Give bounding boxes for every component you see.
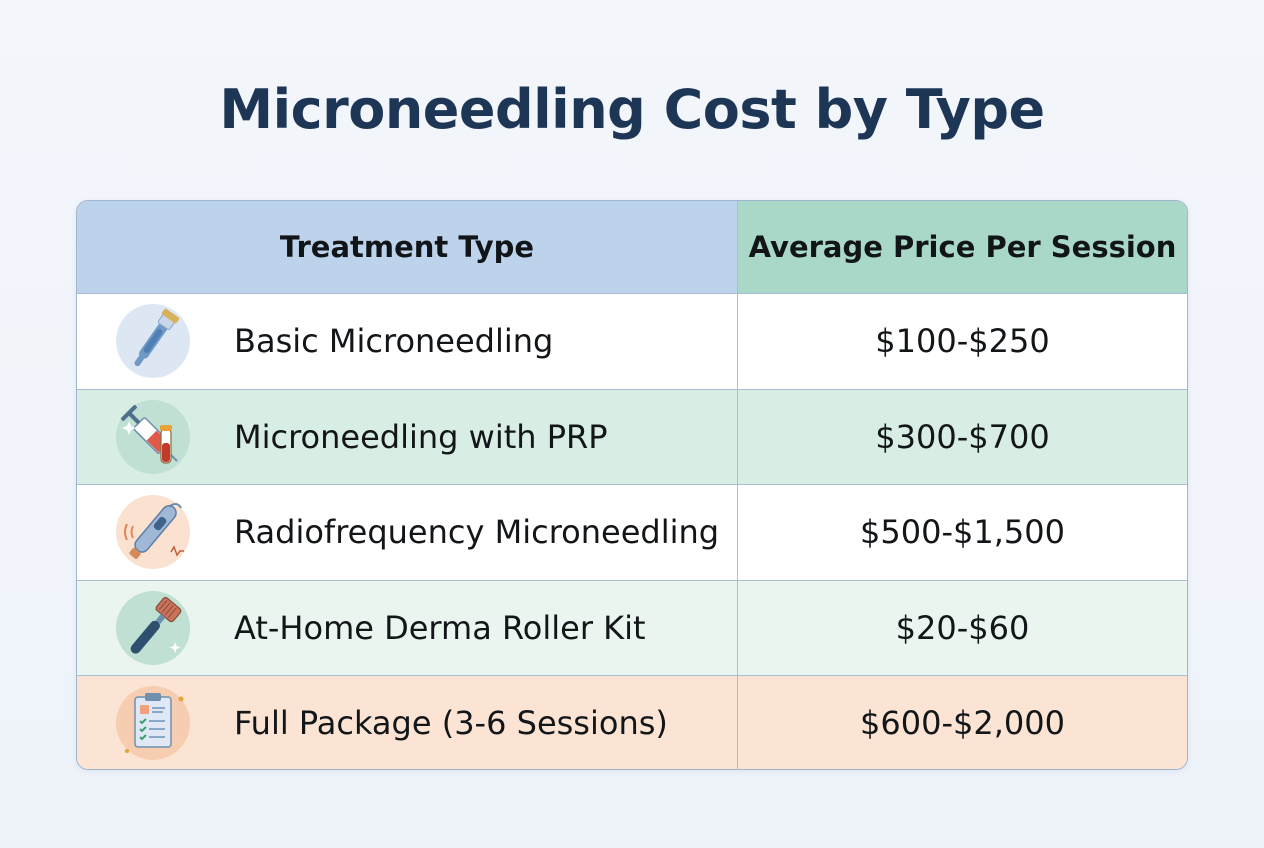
table-header-row: Treatment Type Average Price Per Session [77, 201, 1187, 293]
derma-pen-icon [115, 303, 191, 379]
treatment-type-cell: Microneedling with PRP [77, 389, 738, 484]
rf-device-icon [115, 494, 191, 570]
table-row: Radiofrequency Microneedling $500-$1,500 [77, 484, 1187, 580]
treatment-type-cell: Basic Microneedling [77, 294, 738, 389]
treatment-type-label: At-Home Derma Roller Kit [234, 608, 646, 647]
header-treatment-type: Treatment Type [77, 201, 738, 293]
cost-table: Treatment Type Average Price Per Session… [76, 200, 1188, 770]
table-row: Basic Microneedling $100-$250 [77, 293, 1187, 389]
treatment-type-label: Basic Microneedling [234, 322, 554, 361]
header-average-price: Average Price Per Session [738, 201, 1187, 293]
treatment-type-label: Radiofrequency Microneedling [234, 513, 720, 552]
price-cell: $100-$250 [875, 322, 1050, 361]
table-row: Full Package (3-6 Sessions) $600-$2,000 [77, 675, 1187, 769]
treatment-type-cell: Radiofrequency Microneedling [77, 485, 738, 580]
clipboard-checklist-icon [115, 685, 191, 761]
syringe-blood-vial-icon [115, 399, 191, 475]
table-row: At-Home Derma Roller Kit $20-$60 [77, 579, 1187, 675]
page-title: Microneedling Cost by Type [219, 78, 1045, 141]
derma-roller-icon [115, 590, 191, 666]
price-cell: $500-$1,500 [860, 513, 1065, 552]
price-cell: $300-$700 [875, 417, 1050, 456]
table-row: Microneedling with PRP $300-$700 [77, 388, 1187, 484]
treatment-type-label: Full Package (3-6 Sessions) [234, 704, 668, 743]
treatment-type-cell: Full Package (3-6 Sessions) [77, 676, 738, 769]
treatment-type-label: Microneedling with PRP [234, 417, 608, 456]
treatment-type-cell: At-Home Derma Roller Kit [77, 580, 738, 675]
price-cell: $20-$60 [895, 608, 1030, 647]
price-cell: $600-$2,000 [860, 704, 1065, 743]
